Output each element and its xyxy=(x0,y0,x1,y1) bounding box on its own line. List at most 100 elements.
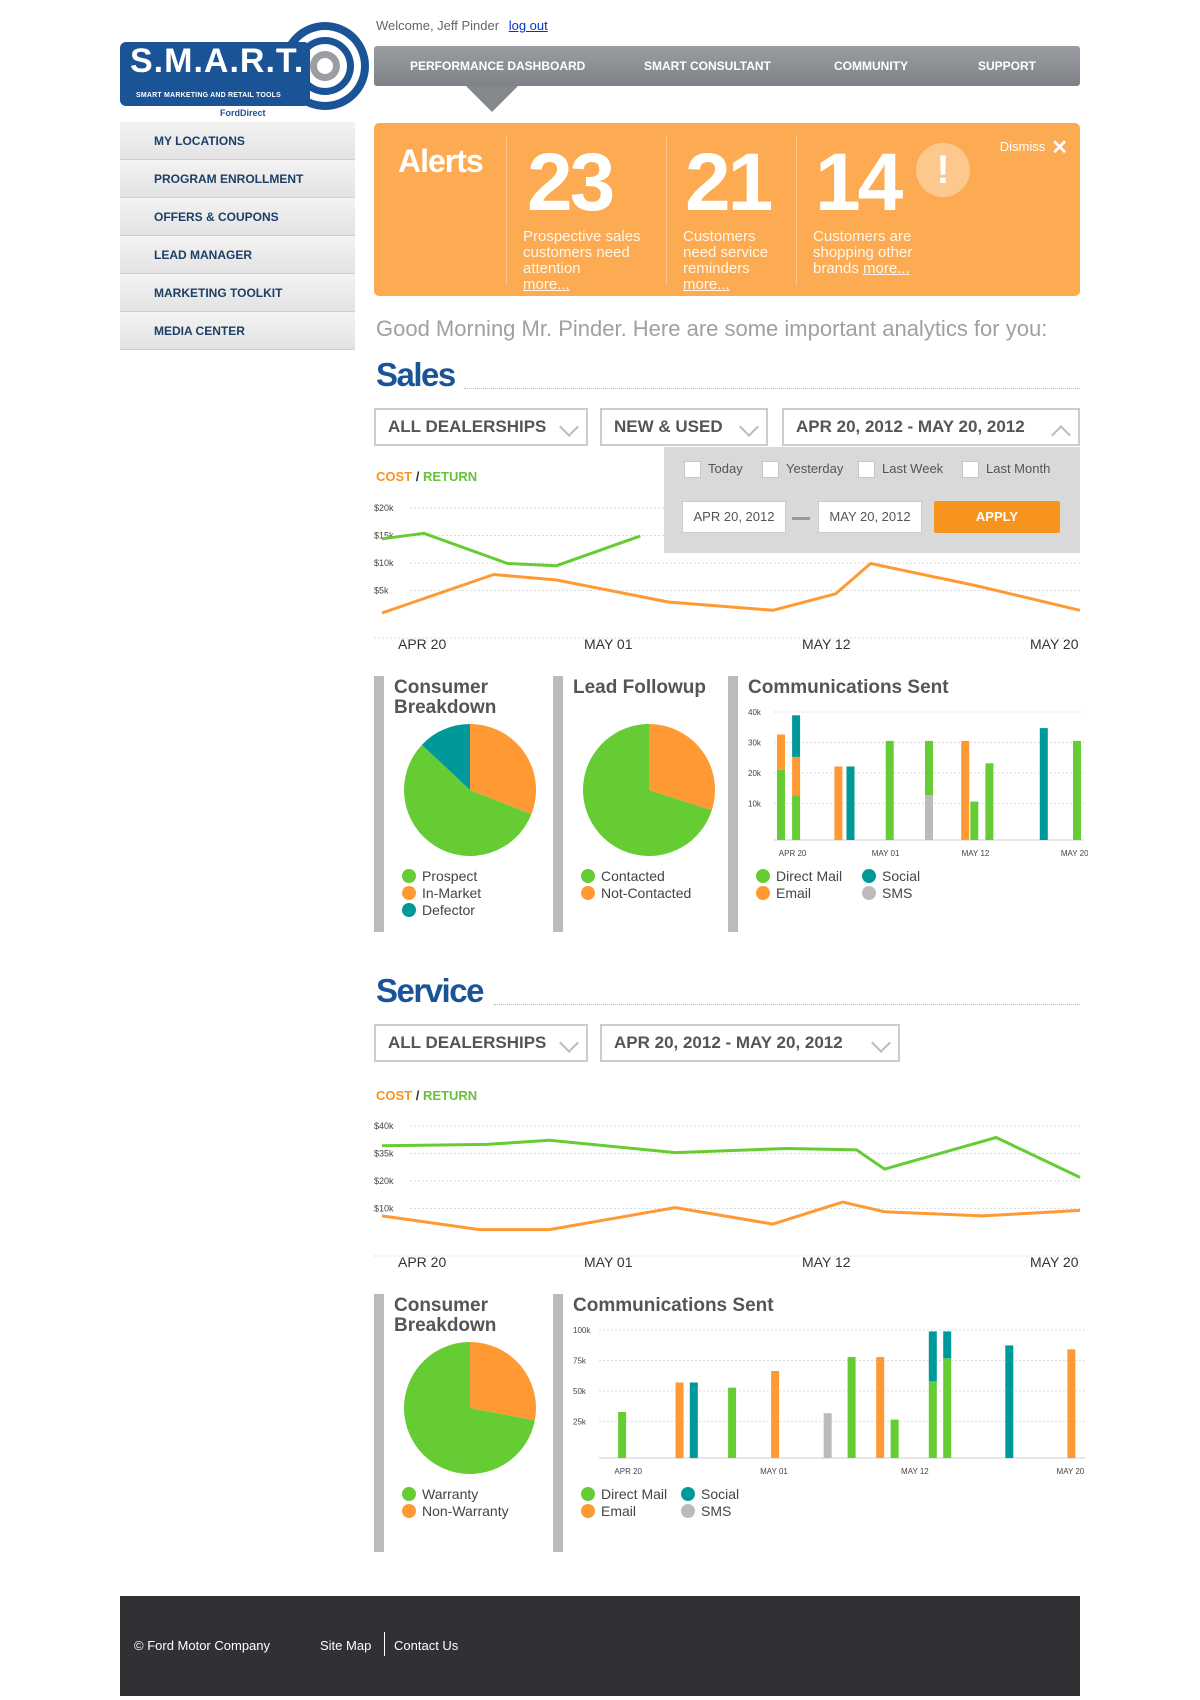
logout-link[interactable]: log out xyxy=(508,18,548,33)
x-tick-label: APR 20 xyxy=(398,1254,447,1270)
legend-item: Social xyxy=(862,868,920,884)
communications-bar-chart: 100k 75k 50k 25k APR 20 MAY 01 MAY 12 MAY 20 xyxy=(573,1326,1085,1476)
nav-support[interactable]: SUPPORT xyxy=(978,59,1037,73)
legend-item: SMS xyxy=(681,1503,731,1519)
checkbox[interactable] xyxy=(858,461,875,479)
site-map-link[interactable]: Site Map xyxy=(320,1638,372,1653)
date-option-today[interactable]: Today xyxy=(684,461,743,479)
consumer-breakdown-pie xyxy=(403,1342,536,1474)
apply-button[interactable]: APPLY xyxy=(934,501,1060,533)
service-title-rule xyxy=(494,1004,1080,1005)
bar-sms xyxy=(823,1413,832,1458)
pie-slice-prospect xyxy=(404,744,532,856)
welcome-bar: Welcome, Jeff Pinder log out xyxy=(376,18,548,33)
legend-label: Prospect xyxy=(422,868,478,884)
bar-email xyxy=(1067,1349,1076,1458)
service-consumer-breakdown-widget: Consumer Breakdown Warranty Non-Warranty xyxy=(374,1294,544,1552)
alert-text: Prospective sales customers need attenti… xyxy=(523,229,657,293)
date-from-field[interactable]: APR 20, 2012 xyxy=(682,501,786,533)
sidebar-item-offers-coupons[interactable]: OFFERS & COUPONS xyxy=(120,198,355,236)
date-option-yesterday[interactable]: Yesterday xyxy=(762,461,843,479)
y-tick-label: $40k xyxy=(374,1121,394,1131)
bar-direct-mail xyxy=(928,1381,937,1458)
x-tick-label: MAY 20 xyxy=(1030,1254,1079,1270)
legend-label: Social xyxy=(882,868,921,884)
nav-smart-consultant[interactable]: SMART CONSULTANT xyxy=(644,59,771,73)
sidebar-item-lead-manager[interactable]: LEAD MANAGER xyxy=(120,236,355,274)
legend-label: In-Market xyxy=(422,885,482,901)
y-tick-label: 50k xyxy=(573,1387,587,1396)
legend-item: Email xyxy=(581,1503,636,1519)
checkbox[interactable] xyxy=(762,461,779,479)
widget-title: Consumer Breakdown xyxy=(394,1295,497,1336)
legend-item: Not-Contacted xyxy=(581,885,691,901)
y-tick-label: $10k xyxy=(374,558,394,568)
legend-label: Warranty xyxy=(422,1486,479,1502)
sidebar-item-program-enrollment[interactable]: PROGRAM ENROLLMENT xyxy=(120,160,355,198)
smart-logo[interactable]: S.M.A.R.T. SMART MARKETING AND RETAIL TO… xyxy=(120,18,369,118)
series-line-return xyxy=(381,1136,1081,1179)
bar-social xyxy=(689,1382,698,1458)
alert-more-link[interactable]: more... xyxy=(683,276,730,293)
legend-label: Direct Mail xyxy=(776,868,843,884)
bar-email xyxy=(834,766,843,840)
date-option-label: Last Month xyxy=(986,461,1051,476)
widget-title: Consumer Breakdown xyxy=(394,677,497,718)
legend-dot xyxy=(581,886,595,900)
sales-cost-return-legend: COST / RETURN xyxy=(376,469,477,484)
x-tick-label: MAY 20 xyxy=(1030,636,1079,652)
legend-item: SMS xyxy=(862,885,912,901)
bar-email xyxy=(675,1382,684,1458)
sidebar-item-my-locations[interactable]: MY LOCATIONS xyxy=(120,122,355,160)
service-dealership-dropdown[interactable]: ALL DEALERSHIPS xyxy=(374,1024,588,1062)
top-nav: PERFORMANCE DASHBOARD SMART CONSULTANT C… xyxy=(374,46,1080,112)
logo-banner xyxy=(120,42,310,106)
bar-direct-mail xyxy=(728,1387,737,1458)
legend-dot xyxy=(681,1487,695,1501)
legend-item: Direct Mail xyxy=(756,868,842,884)
bar-direct-mail xyxy=(792,795,801,840)
bar-social xyxy=(1005,1345,1014,1458)
checkbox[interactable] xyxy=(962,461,979,479)
nav-community[interactable]: COMMUNITY xyxy=(834,59,908,73)
alert-service: 21 Customers need service reminders more… xyxy=(666,135,796,293)
pie-slice-defector xyxy=(421,724,470,790)
alert-more-link[interactable]: more... xyxy=(523,276,570,293)
date-to-field[interactable]: MAY 20, 2012 xyxy=(818,501,922,533)
alert-more-link[interactable]: more... xyxy=(863,260,910,277)
y-tick-label: $5k xyxy=(374,586,389,596)
bar-direct-mail xyxy=(885,740,894,840)
service-date-dropdown[interactable]: APR 20, 2012 - MAY 20, 2012 xyxy=(600,1024,900,1062)
date-range-dash xyxy=(792,517,810,520)
date-option-last-week[interactable]: Last Week xyxy=(858,461,943,479)
y-tick-label: 100k xyxy=(573,1326,591,1335)
close-icon: ✕ xyxy=(1051,137,1068,159)
sales-vehicle-dropdown[interactable]: NEW & USED xyxy=(600,408,768,446)
footer: © Ford Motor Company Site Map Contact Us xyxy=(120,1596,1080,1696)
bar-email xyxy=(876,1357,885,1458)
dismiss-button[interactable]: Dismiss ✕ xyxy=(1000,135,1068,160)
dropdown-value: NEW & USED xyxy=(614,417,723,436)
sidebar-item-marketing-toolkit[interactable]: MARKETING TOOLKIT xyxy=(120,274,355,312)
service-communications-widget: Communications Sent 100k 75k 50k 25k APR 20 M… xyxy=(553,1294,1085,1552)
bar-email xyxy=(792,756,801,796)
logo-tagline: SMART MARKETING AND RETAIL TOOLS xyxy=(136,92,281,99)
legend-item: Warranty xyxy=(402,1486,478,1502)
nav-performance-dashboard[interactable]: PERFORMANCE DASHBOARD xyxy=(410,59,586,73)
x-tick-label: MAY 12 xyxy=(802,1254,851,1270)
alert-description: Customers need service reminders xyxy=(683,228,769,277)
sales-dealership-dropdown[interactable]: ALL DEALERSHIPS xyxy=(374,408,588,446)
legend-dot xyxy=(581,869,595,883)
bar-social xyxy=(928,1331,937,1382)
legend-label: Email xyxy=(776,885,812,901)
x-tick-label: MAY 20 xyxy=(1057,1467,1085,1476)
sidebar-item-media-center[interactable]: MEDIA CENTER xyxy=(120,312,355,350)
chevron-up-icon xyxy=(1051,425,1071,445)
legend-dot xyxy=(862,886,876,900)
pie-slice-warranty xyxy=(403,1342,535,1474)
date-option-last-month[interactable]: Last Month xyxy=(962,461,1051,479)
checkbox[interactable] xyxy=(684,461,701,479)
sales-date-dropdown[interactable]: APR 20, 2012 - MAY 20, 2012 xyxy=(782,408,1080,446)
pie-slice-in-market xyxy=(470,724,537,815)
contact-us-link[interactable]: Contact Us xyxy=(394,1638,459,1653)
